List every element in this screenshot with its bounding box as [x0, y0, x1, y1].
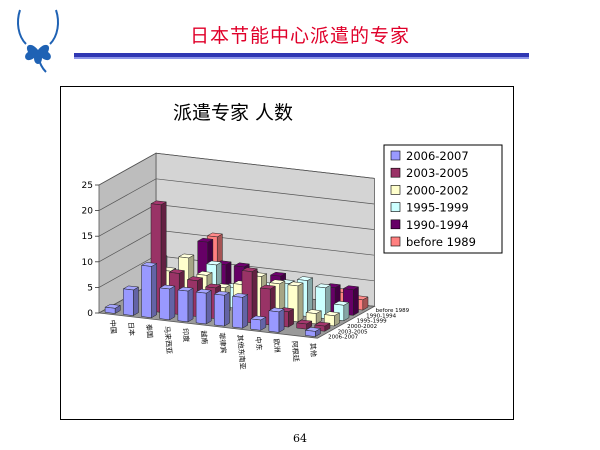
bar-front — [250, 318, 261, 331]
y-tick-label: 15 — [82, 232, 93, 242]
slide-title: 日本节能中心派遣的专家 — [189, 25, 410, 47]
series-depth-label: 2000-2002 — [347, 324, 377, 330]
y-tick-label: 25 — [82, 181, 93, 191]
series-depth-label: 2003-2005 — [338, 329, 368, 335]
bar-front — [159, 287, 170, 321]
chart-title: 派遣专家 人数 — [173, 102, 293, 124]
category-label: 菲律宾 — [217, 332, 228, 354]
bar-side — [224, 291, 230, 327]
legend-label: 1995-1999 — [406, 201, 469, 215]
y-tick-label: 5 — [87, 283, 93, 293]
bar-side — [133, 286, 139, 317]
bar-front — [296, 322, 307, 330]
category-label: 阿根廷 — [290, 340, 301, 362]
legend-label: 2003-2005 — [406, 166, 469, 180]
bar-side — [278, 308, 285, 333]
category-label: 印度 — [181, 328, 191, 343]
legend-swatch — [390, 185, 401, 195]
category-label: 中东 — [254, 336, 264, 351]
category-label: 其他 — [308, 342, 318, 357]
bar-chart-3d: 派遣专家 人数 0 5 10 15 20 25 中国 日本 泰国 马来西亚 印度 越南 菲律宾 其他东南亚中… — [82, 102, 503, 370]
category-label: 中国 — [108, 319, 118, 334]
bar-front — [214, 293, 225, 327]
series-depth-label: 1990-1994 — [366, 313, 396, 319]
bar-front — [104, 306, 116, 314]
bar-front — [232, 296, 243, 329]
bar-side — [151, 263, 157, 319]
bar-side — [187, 287, 194, 323]
chart-frame: 派遣专家 人数 0 5 10 15 20 25 中国 日本 泰国 马来西亚 印度 越南 菲律宾 其他东南亚中… — [60, 86, 514, 420]
page-number: 64 — [293, 432, 307, 445]
category-label: 泰国 — [145, 324, 155, 339]
bar-side — [242, 294, 248, 329]
legend-label: before 1989 — [406, 235, 476, 249]
bar-side — [353, 286, 359, 316]
legend-label: 2006-2007 — [406, 149, 469, 163]
legend-swatch — [390, 167, 401, 178]
category-label: 日本 — [126, 322, 136, 337]
legend-swatch — [390, 202, 401, 212]
legend-label: 2000-2002 — [406, 183, 469, 197]
bar-front — [305, 330, 316, 337]
bar-side — [251, 268, 258, 324]
clover-logo — [17, 9, 59, 73]
bar-front — [123, 288, 134, 316]
y-tick-label: 20 — [82, 207, 94, 217]
bar-side — [297, 282, 304, 323]
bar-side — [169, 285, 176, 321]
y-tick-label: 0 — [87, 309, 93, 319]
title-underline — [74, 53, 529, 59]
legend-swatch — [390, 219, 401, 230]
series-depth-label: before 1989 — [376, 308, 410, 314]
legend-label: 1990-1994 — [406, 218, 469, 232]
category-label: 马来西亚 — [163, 326, 173, 355]
bar-front — [195, 291, 207, 325]
bar-side — [205, 289, 212, 325]
category-label: 欧洲 — [272, 338, 282, 353]
legend-swatch — [390, 236, 401, 247]
y-tick-label: 10 — [82, 258, 94, 268]
gridline — [98, 152, 375, 186]
bar-front — [141, 265, 152, 318]
legend-swatch — [390, 150, 401, 161]
bar-front — [268, 310, 280, 333]
series-depth-label: 2006-2007 — [328, 335, 358, 341]
bar-front — [259, 287, 271, 326]
series-depth-label: 1995-1999 — [357, 319, 387, 325]
category-label: 其他东南亚 — [236, 334, 248, 370]
legend-box — [383, 144, 503, 254]
bar-front — [177, 289, 189, 323]
gridline — [98, 178, 375, 211]
category-label: 越南 — [199, 330, 209, 345]
